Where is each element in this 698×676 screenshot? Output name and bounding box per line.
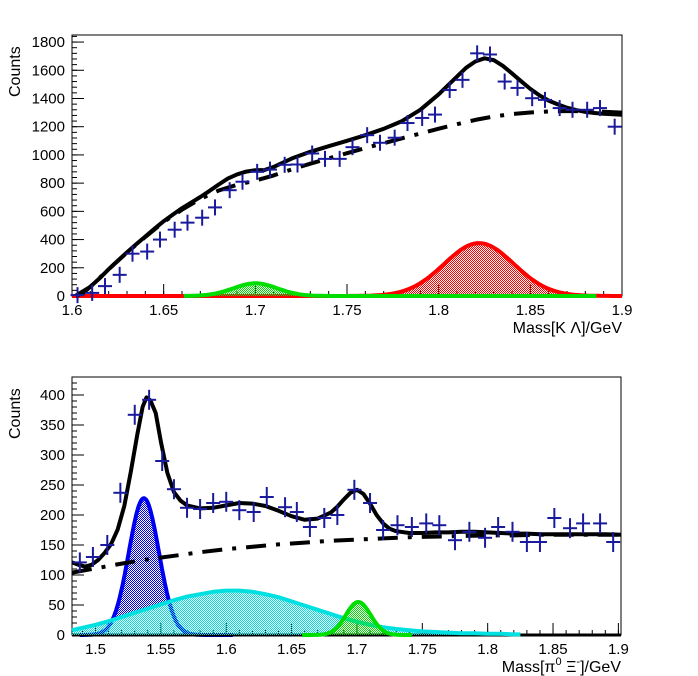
y-tick-label: 350 <box>40 417 65 434</box>
y-tick-label: 1600 <box>32 62 65 79</box>
x-tick-label: 1.5 <box>85 641 106 658</box>
bottom-y-axis-title: Counts <box>7 388 24 439</box>
signal-peak-green <box>183 281 597 298</box>
y-tick-label: 100 <box>40 567 65 584</box>
x-tick-label: 1.55 <box>146 641 175 658</box>
y-tick-label: 1200 <box>32 119 65 136</box>
y-tick-label: 0 <box>57 627 65 644</box>
x-tick-label: 1.65 <box>149 302 178 319</box>
y-tick-label: 1400 <box>32 90 65 107</box>
y-tick-label: 200 <box>40 507 65 524</box>
top-axes: 1.6 1.65 1.7 1.75 1.8 1.85 1.9 0 200 400 600 800 100… <box>32 34 633 319</box>
bottom-data-points <box>72 389 621 573</box>
y-tick-label: 800 <box>40 175 65 192</box>
top-y-axis-title: Counts <box>7 46 24 97</box>
y-tick-label: 0 <box>57 288 65 305</box>
x-tick-label: 1.8 <box>477 641 498 658</box>
x-tick-label: 1.85 <box>538 641 567 658</box>
top-x-axis-title: Mass[K Λ]/GeV <box>513 320 623 337</box>
x-tick-label: 1.7 <box>245 302 266 319</box>
x-tick-label: 1.75 <box>332 302 361 319</box>
top-panel: 1.6 1.65 1.7 1.75 1.8 1.85 1.9 0 200 400 600 800 100… <box>7 34 632 337</box>
x-tick-label: 1.65 <box>277 641 306 658</box>
y-tick-label: 1800 <box>32 34 65 51</box>
y-tick-label: 400 <box>40 387 65 404</box>
y-tick-label: 150 <box>40 537 65 554</box>
x-tick-label: 1.9 <box>612 302 633 319</box>
top-data-points <box>70 45 622 304</box>
x-tick-label: 1.6 <box>216 641 237 658</box>
signal-peak-green <box>300 600 414 637</box>
y-tick-label: 250 <box>40 477 65 494</box>
background-bump-cyan <box>71 588 521 637</box>
x-tick-label: 1.7 <box>347 641 368 658</box>
y-tick-label: 400 <box>40 232 65 249</box>
x-tick-label: 1.8 <box>428 302 449 319</box>
x-tick-label: 1.75 <box>408 641 437 658</box>
y-tick-label: 50 <box>48 597 65 614</box>
y-tick-label: 1000 <box>32 147 65 164</box>
bottom-x-axis-title: Mass[π0 Ξ-]/GeV <box>502 656 622 676</box>
x-tick-label: 1.9 <box>608 641 629 658</box>
y-tick-label: 300 <box>40 447 65 464</box>
y-tick-label: 600 <box>40 203 65 220</box>
x-tick-label: 1.85 <box>516 302 545 319</box>
total-fit-curve <box>71 395 622 569</box>
y-tick-label: 200 <box>40 260 65 277</box>
x-tick-label: 1.6 <box>62 302 83 319</box>
bottom-panel: 1.5 1.55 1.6 1.65 1.7 1.75 1.8 1.85 1.9 0 50 100 150… <box>7 376 629 676</box>
